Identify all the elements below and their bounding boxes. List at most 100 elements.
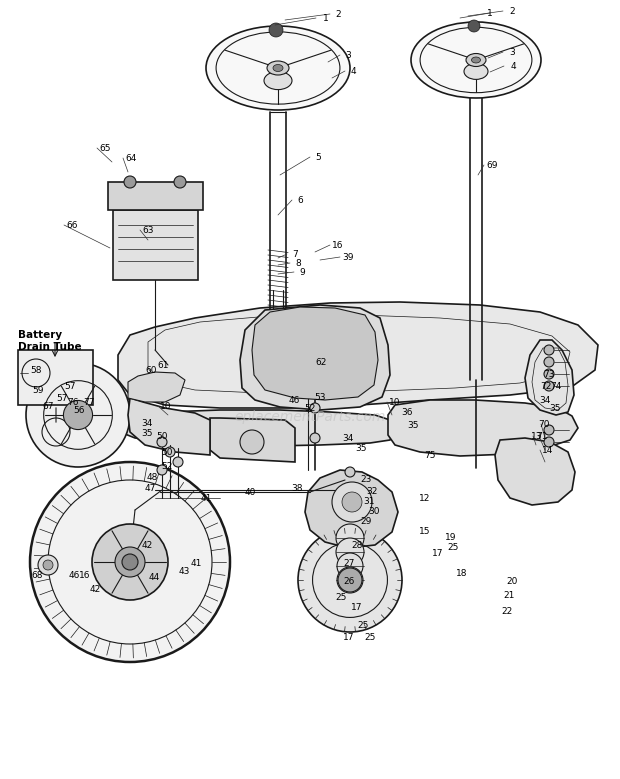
Text: 76: 76 — [67, 397, 79, 407]
Text: 48: 48 — [146, 473, 157, 481]
Text: 68: 68 — [31, 570, 43, 580]
Circle shape — [338, 568, 362, 592]
Text: 46: 46 — [288, 396, 299, 404]
Text: Battery
Drain Tube: Battery Drain Tube — [18, 330, 82, 351]
Text: 8: 8 — [295, 259, 301, 267]
Text: 25: 25 — [365, 633, 376, 643]
Text: 27: 27 — [343, 559, 355, 569]
Text: 10: 10 — [389, 397, 401, 407]
Text: 42: 42 — [89, 586, 100, 594]
Text: 73: 73 — [543, 369, 555, 379]
Circle shape — [336, 538, 364, 566]
Text: 14: 14 — [542, 446, 554, 454]
Text: 43: 43 — [179, 566, 190, 576]
Text: 50: 50 — [156, 432, 168, 440]
Polygon shape — [240, 305, 390, 410]
Polygon shape — [18, 350, 93, 405]
Circle shape — [173, 457, 183, 467]
Text: 57: 57 — [64, 382, 76, 390]
Text: 65: 65 — [99, 143, 111, 153]
Text: 35: 35 — [549, 404, 560, 413]
Text: 56: 56 — [73, 406, 85, 414]
Text: 9: 9 — [299, 267, 305, 277]
Text: 2: 2 — [335, 9, 341, 19]
Text: 75: 75 — [424, 450, 436, 460]
Text: 17: 17 — [343, 633, 355, 643]
Text: 42: 42 — [141, 541, 153, 549]
Circle shape — [544, 345, 554, 355]
Text: 1: 1 — [323, 13, 329, 23]
Text: 35: 35 — [141, 428, 153, 438]
Circle shape — [26, 363, 130, 467]
Text: 72: 72 — [540, 382, 552, 390]
Text: 21: 21 — [503, 591, 515, 601]
Text: 44: 44 — [148, 573, 159, 583]
Text: 40: 40 — [244, 488, 255, 496]
Text: 41: 41 — [190, 559, 202, 567]
Text: 25: 25 — [335, 594, 347, 602]
Text: 38: 38 — [291, 484, 303, 492]
Circle shape — [342, 492, 362, 512]
Ellipse shape — [411, 22, 541, 98]
Text: 35: 35 — [407, 421, 419, 429]
Ellipse shape — [471, 57, 480, 63]
Text: 34: 34 — [141, 418, 153, 428]
Text: 74: 74 — [551, 382, 562, 390]
Circle shape — [240, 430, 264, 454]
Circle shape — [92, 524, 168, 600]
Text: 17: 17 — [432, 549, 444, 559]
Text: 5: 5 — [315, 153, 321, 161]
Text: 4: 4 — [350, 66, 356, 76]
Circle shape — [337, 553, 363, 579]
Text: 31: 31 — [363, 496, 374, 506]
Text: 26: 26 — [343, 576, 355, 586]
Circle shape — [38, 555, 58, 575]
Text: 52: 52 — [161, 461, 173, 471]
Text: 69: 69 — [486, 160, 498, 170]
Text: 10: 10 — [160, 401, 172, 411]
Circle shape — [165, 447, 175, 457]
Ellipse shape — [267, 61, 289, 75]
Text: 59: 59 — [32, 386, 44, 394]
Text: 34: 34 — [539, 396, 551, 404]
Text: 52: 52 — [304, 404, 316, 413]
Ellipse shape — [466, 54, 486, 66]
Circle shape — [174, 176, 186, 188]
Text: 30: 30 — [368, 506, 379, 516]
Text: 36: 36 — [401, 407, 413, 417]
Text: 15: 15 — [419, 527, 431, 537]
Circle shape — [544, 437, 554, 447]
Polygon shape — [128, 398, 210, 455]
Polygon shape — [252, 307, 378, 400]
Text: 64: 64 — [125, 153, 136, 163]
Text: 28: 28 — [352, 541, 363, 549]
Circle shape — [115, 547, 145, 577]
Text: 60: 60 — [145, 365, 157, 375]
Text: 2: 2 — [509, 6, 515, 16]
Ellipse shape — [464, 63, 488, 79]
Circle shape — [157, 465, 167, 475]
Text: 67: 67 — [42, 401, 54, 411]
Circle shape — [30, 462, 230, 662]
Text: 70: 70 — [538, 420, 550, 428]
Text: 16: 16 — [79, 570, 91, 580]
Text: 13: 13 — [531, 432, 542, 440]
Text: 1: 1 — [487, 9, 493, 17]
Circle shape — [63, 400, 92, 429]
Circle shape — [124, 176, 136, 188]
Circle shape — [468, 20, 480, 32]
Polygon shape — [108, 182, 203, 210]
Circle shape — [337, 567, 363, 593]
Polygon shape — [388, 400, 578, 456]
Text: 20: 20 — [507, 576, 518, 586]
Text: 53: 53 — [314, 393, 326, 401]
Polygon shape — [113, 210, 198, 280]
Text: eplacementParts.com: eplacementParts.com — [234, 410, 386, 424]
Polygon shape — [128, 372, 185, 402]
Text: 57: 57 — [56, 393, 68, 403]
Text: 16: 16 — [332, 241, 343, 249]
Text: 22: 22 — [502, 607, 513, 615]
Text: 7: 7 — [292, 249, 298, 259]
Text: 12: 12 — [419, 494, 431, 502]
Text: 6: 6 — [297, 196, 303, 205]
